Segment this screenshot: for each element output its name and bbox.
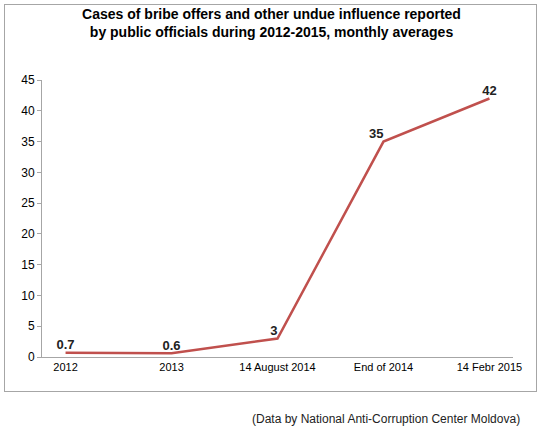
svg-text:Cases of bribe offers and othe: Cases of bribe offers and other undue in… [82,6,461,40]
svg-text:35: 35 [21,135,35,149]
svg-text:10: 10 [21,289,35,303]
svg-text:45: 45 [21,73,35,87]
svg-text:30: 30 [21,166,35,180]
svg-text:End of 2014: End of 2014 [354,361,413,373]
svg-text:5: 5 [28,319,35,333]
svg-text:14 August 2014: 14 August 2014 [239,361,315,373]
svg-text:20: 20 [21,227,35,241]
svg-text:25: 25 [21,196,35,210]
svg-text:0.6: 0.6 [162,338,180,353]
svg-text:14 Febr 2015: 14 Febr 2015 [457,361,522,373]
svg-text:2012: 2012 [53,361,77,373]
svg-text:(Data by National Anti-Corrupt: (Data by National Anti-Corruption Center… [252,412,520,426]
svg-text:0: 0 [28,350,35,364]
svg-text:15: 15 [21,258,35,272]
svg-text:2013: 2013 [159,361,183,373]
svg-text:35: 35 [369,126,383,141]
svg-text:40: 40 [21,104,35,118]
svg-text:42: 42 [482,83,496,98]
svg-text:3: 3 [270,323,277,338]
svg-text:0.7: 0.7 [57,337,75,352]
